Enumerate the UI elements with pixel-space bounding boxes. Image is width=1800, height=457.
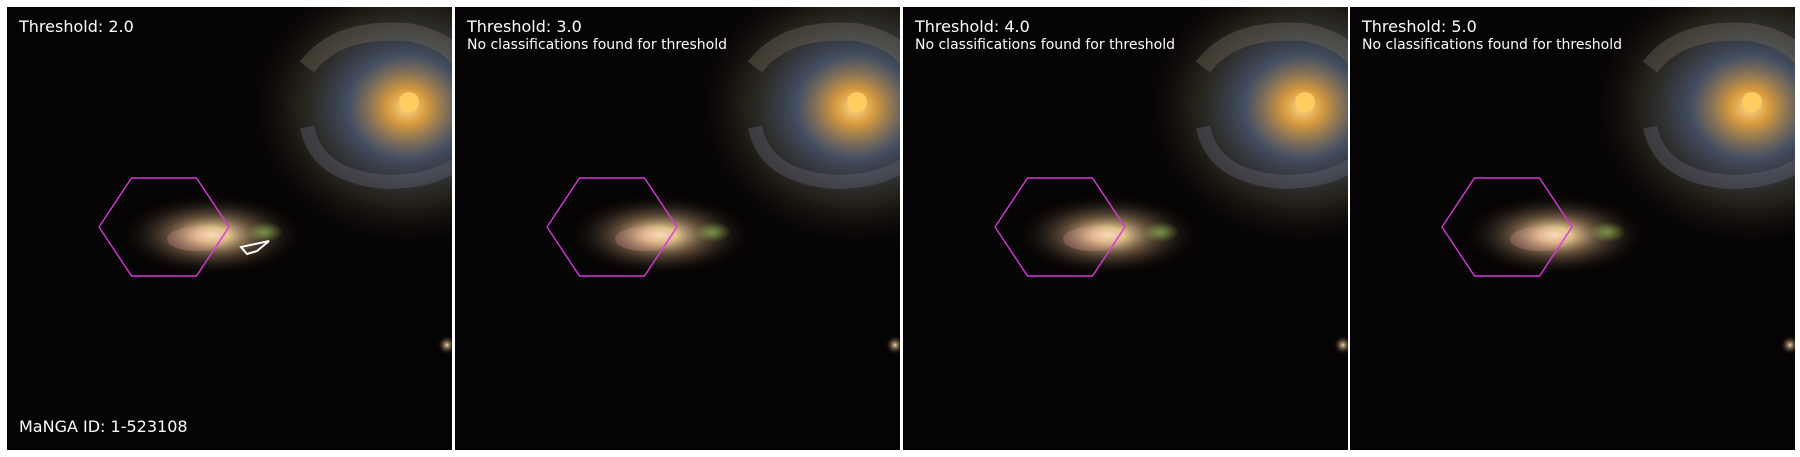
galaxy-image — [455, 7, 900, 450]
image-panel-1: Threshold: 2.0 MaNGA ID: 1-523108 — [7, 7, 452, 450]
ifu-hexagon — [98, 177, 230, 277]
image-panel-4: Threshold: 5.0 No classifications found … — [1350, 7, 1795, 450]
no-classification-note: No classifications found for threshold — [1362, 37, 1622, 53]
galaxy-image — [1350, 7, 1795, 450]
threshold-title: Threshold: 4.0 — [915, 17, 1030, 36]
target-galaxy — [1013, 193, 1203, 277]
spiral-galaxy — [1133, 7, 1348, 257]
manga-id-label: MaNGA ID: 1-523108 — [19, 417, 188, 436]
target-galaxy — [1460, 193, 1650, 277]
ifu-hexagon — [546, 177, 678, 277]
target-galaxy — [117, 193, 307, 277]
threshold-title: Threshold: 2.0 — [19, 17, 134, 36]
galaxy-image — [7, 7, 452, 450]
galaxy-image — [903, 7, 1348, 450]
target-galaxy — [565, 193, 755, 277]
ifu-hexagon — [994, 177, 1126, 277]
spiral-galaxy — [685, 7, 900, 257]
ifu-hexagon — [1441, 177, 1573, 277]
spiral-galaxy — [237, 7, 452, 257]
image-panel-3: Threshold: 4.0 No classifications found … — [903, 7, 1348, 450]
image-panel-2: Threshold: 3.0 No classifications found … — [455, 7, 900, 450]
threshold-title: Threshold: 5.0 — [1362, 17, 1477, 36]
no-classification-note: No classifications found for threshold — [915, 37, 1175, 53]
threshold-title: Threshold: 3.0 — [467, 17, 582, 36]
spiral-galaxy — [1580, 7, 1795, 257]
no-classification-note: No classifications found for threshold — [467, 37, 727, 53]
classification-contour — [239, 240, 270, 256]
